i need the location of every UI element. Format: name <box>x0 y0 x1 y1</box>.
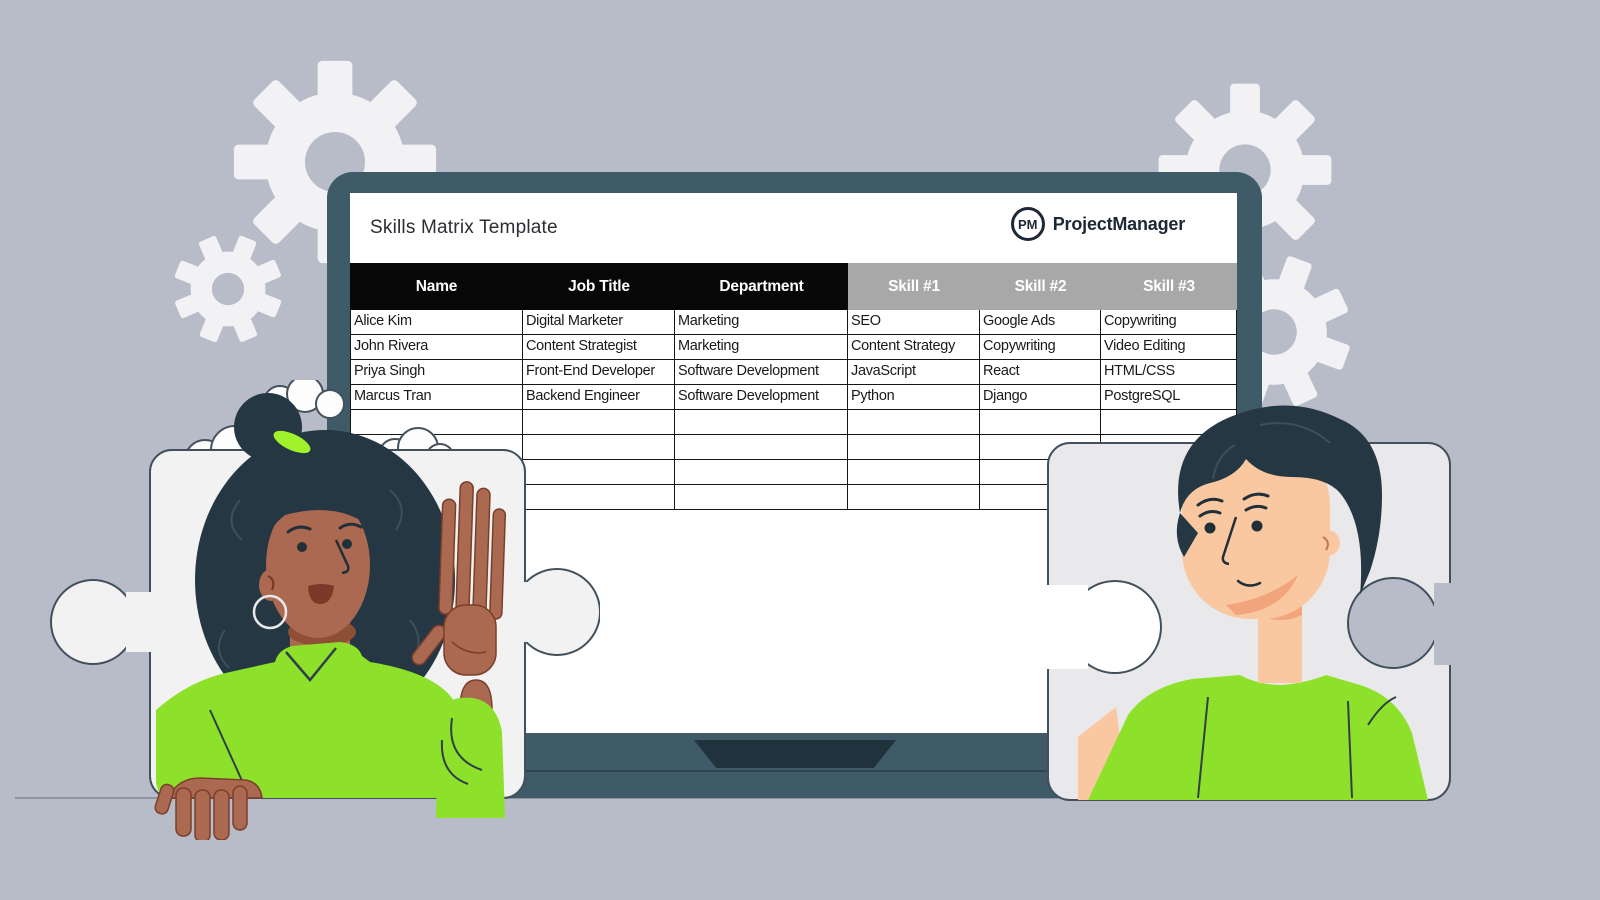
table-cell <box>675 410 848 435</box>
woman-face <box>252 481 374 638</box>
laptop-hinge-notch <box>694 740 896 768</box>
table-cell: HTML/CSS <box>1101 360 1237 385</box>
table-cell: Backend Engineer <box>523 385 675 410</box>
sleeve-cuff <box>436 697 505 818</box>
table-cell <box>523 435 675 460</box>
table-cell <box>848 460 980 485</box>
nose <box>1221 516 1238 566</box>
table-cell: Copywriting <box>1101 310 1237 335</box>
header-cell: Skill #1 <box>848 263 980 310</box>
header-cell: Skill #3 <box>1101 263 1237 310</box>
table-cell: Copywriting <box>980 335 1101 360</box>
table-cell: Software Development <box>675 385 848 410</box>
laptop-base-seam <box>327 770 1262 772</box>
skills-matrix-table: Name Job Title Department Skill #1 Skill #2 S… <box>350 263 1237 510</box>
table-cell: PostgreSQL <box>1101 385 1237 410</box>
table-cell <box>523 485 675 510</box>
table-row <box>350 410 1237 435</box>
woman-gripping-hand <box>154 777 263 840</box>
brand-name: ProjectManager <box>1052 213 1185 234</box>
woman-on-puzzle-illustration <box>50 380 600 840</box>
table-cell <box>675 435 848 460</box>
man-on-puzzle-illustration <box>1032 405 1468 801</box>
eye <box>297 542 307 552</box>
table-row: John Rivera Content Strategist Marketing Co… <box>350 335 1237 360</box>
page-title: Skills Matrix Template <box>370 217 558 238</box>
table-row: Alice Kim Digital Marketer Marketing SEO Goo… <box>350 310 1237 335</box>
puzzle-notch <box>1347 577 1439 669</box>
table-cell: Google Ads <box>980 310 1101 335</box>
eyebrows <box>1196 492 1270 518</box>
table-cell: JavaScript <box>848 360 980 385</box>
hoop-earring <box>252 594 288 630</box>
table-cell: John Rivera <box>350 335 523 360</box>
hair-scrunchie <box>273 430 311 454</box>
table-cell: Python <box>848 385 980 410</box>
table-cell <box>848 410 980 435</box>
eye <box>1251 520 1263 532</box>
table-cell: Video Editing <box>1101 335 1237 360</box>
table-header-row: Name Job Title Department Skill #1 Skill #2 S… <box>350 263 1237 310</box>
table-cell: Alice Kim <box>350 310 523 335</box>
table-cell: React <box>980 360 1101 385</box>
brand-logo: PM ProjectManager <box>1010 207 1185 241</box>
table-body: Alice Kim Digital Marketer Marketing SEO Goo… <box>350 310 1237 510</box>
table-cell: Marcus Tran <box>350 385 523 410</box>
table-cell <box>523 410 675 435</box>
table-cell: Digital Marketer <box>523 310 675 335</box>
table-cell: Front-End Developer <box>523 360 675 385</box>
man-head <box>1176 405 1382 619</box>
table-cell <box>675 485 848 510</box>
open-mouth <box>308 584 334 604</box>
ear <box>259 569 283 601</box>
smile <box>1236 579 1262 587</box>
table-cell <box>523 460 675 485</box>
eye <box>1204 522 1216 534</box>
table-cell: Priya Singh <box>350 360 523 385</box>
header-cell: Name <box>350 263 523 310</box>
man-hair <box>1178 405 1382 595</box>
man-shirt <box>1078 675 1428 800</box>
table-cell <box>848 485 980 510</box>
table-cell: Marketing <box>675 310 848 335</box>
table-row: Marcus Tran Backend Engineer Software Deve… <box>350 385 1237 410</box>
table-cell <box>675 460 848 485</box>
table-cell: Software Development <box>675 360 848 385</box>
header-cell: Department <box>675 263 848 310</box>
nose <box>334 539 350 575</box>
pm-logo-icon: PM <box>1010 207 1045 241</box>
table-cell <box>980 410 1101 435</box>
puzzle-knob <box>50 579 136 665</box>
table-row: Priya Singh Front-End Developer Software D… <box>350 360 1237 385</box>
table-cell <box>848 435 980 460</box>
table-cell: Content Strategist <box>523 335 675 360</box>
header-cell: Skill #2 <box>980 263 1101 310</box>
table-cell: SEO <box>848 310 980 335</box>
header-cell: Job Title <box>523 263 675 310</box>
eyebrows <box>286 522 363 534</box>
ground-line <box>15 797 1420 799</box>
table-cell: Marketing <box>675 335 848 360</box>
table-cell <box>350 410 523 435</box>
eye <box>342 539 352 549</box>
table-cell: Content Strategy <box>848 335 980 360</box>
table-cell: Django <box>980 385 1101 410</box>
